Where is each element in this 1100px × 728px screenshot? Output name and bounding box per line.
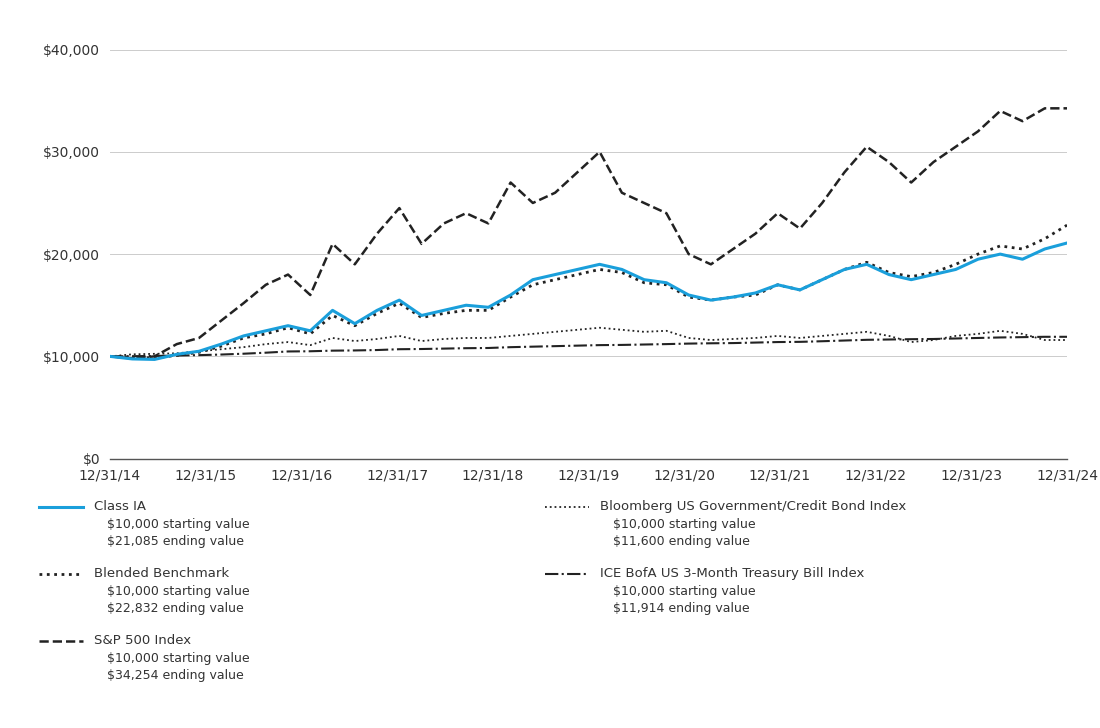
Text: $10,000 starting value: $10,000 starting value	[107, 585, 250, 598]
Text: S&P 500 Index: S&P 500 Index	[94, 634, 190, 647]
Text: $10,000 starting value: $10,000 starting value	[613, 518, 756, 531]
Text: $10,000 starting value: $10,000 starting value	[107, 518, 250, 531]
Text: $21,085 ending value: $21,085 ending value	[107, 535, 244, 548]
Text: $34,254 ending value: $34,254 ending value	[107, 669, 243, 682]
Text: $10,000 starting value: $10,000 starting value	[613, 585, 756, 598]
Text: $11,600 ending value: $11,600 ending value	[613, 535, 749, 548]
Text: Blended Benchmark: Blended Benchmark	[94, 567, 229, 580]
Text: $22,832 ending value: $22,832 ending value	[107, 602, 243, 615]
Text: Class IA: Class IA	[94, 500, 145, 513]
Text: $10,000 starting value: $10,000 starting value	[107, 652, 250, 665]
Text: $11,914 ending value: $11,914 ending value	[613, 602, 749, 615]
Text: ICE BofA US 3-Month Treasury Bill Index: ICE BofA US 3-Month Treasury Bill Index	[600, 567, 864, 580]
Text: Bloomberg US Government/Credit Bond Index: Bloomberg US Government/Credit Bond Inde…	[600, 500, 905, 513]
